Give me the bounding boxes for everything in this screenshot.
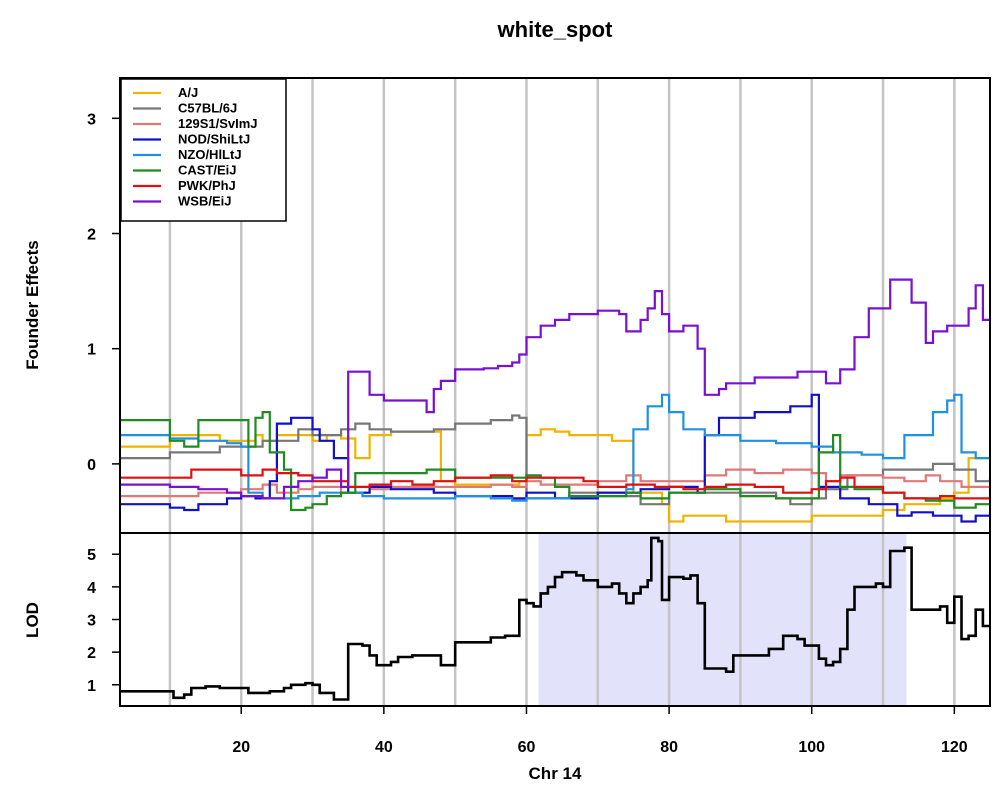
series-line-wsb-eij (120, 278, 990, 500)
legend-label-a-j: A/J (178, 85, 198, 100)
lod-interval-layer (538, 533, 907, 706)
lod-y-axis: 1 2 3 4 5 (87, 547, 120, 695)
effects-y-tick-label: 1 (87, 342, 96, 359)
legend-label-nod-shiltj: NOD/ShiLtJ (178, 132, 250, 147)
effects-y-tick-label: 0 (87, 457, 96, 474)
effects-y-tick-label: 2 (87, 227, 96, 244)
legend-box (120, 78, 287, 222)
legend-label-c57bl-6j: C57BL/6J (178, 101, 237, 116)
chart-title: white_spot (497, 17, 614, 42)
x-axis-label: Chr 14 (529, 764, 582, 783)
legend-label-cast-eij: CAST/EiJ (178, 163, 237, 178)
effects-gridlines (168, 78, 956, 533)
legend-label-wsb-eij: WSB/EiJ (178, 194, 231, 209)
legend-label-pwk-phj: PWK/PhJ (178, 178, 236, 193)
legend-label-129s1-svimj: 129S1/SvImJ (178, 116, 258, 131)
x-tick-label: 80 (660, 739, 678, 756)
x-tick-label: 60 (518, 739, 536, 756)
x-tick-label: 20 (232, 739, 250, 756)
legend-label-nzo-hlltj: NZO/HlLtJ (178, 147, 242, 162)
legend: A/JC57BL/6J129S1/SvImJNOD/ShiLtJNZO/HlLt… (120, 78, 287, 222)
x-axis: 20 40 60 80 100 120 (232, 706, 968, 756)
series-line-pwk-phj (120, 468, 990, 500)
lod-y-tick-label: 2 (87, 645, 96, 662)
lod-y-tick-label: 1 (87, 678, 96, 695)
lod-curve (120, 536, 990, 701)
lod-support-interval (538, 533, 907, 706)
lod-y-tick-label: 5 (87, 547, 96, 564)
x-tick-label: 40 (375, 739, 393, 756)
lod-gridlines (168, 533, 956, 706)
series-line-nod-shiltj (120, 393, 990, 523)
lod-y-tick-label: 3 (87, 613, 96, 630)
effects-y-axis: 0 1 2 3 (87, 111, 120, 474)
lod-series-layer (120, 536, 990, 701)
effects-y-axis-label: Founder Effects (23, 240, 42, 369)
effects-series-layer (120, 278, 990, 523)
lod-y-axis-label: LOD (23, 602, 42, 638)
effects-y-tick-label: 3 (87, 111, 96, 128)
x-tick-label: 100 (798, 739, 825, 756)
series-line-c57bl-6j (120, 414, 990, 506)
lod-y-tick-label: 4 (87, 580, 96, 597)
x-tick-label: 120 (941, 739, 968, 756)
